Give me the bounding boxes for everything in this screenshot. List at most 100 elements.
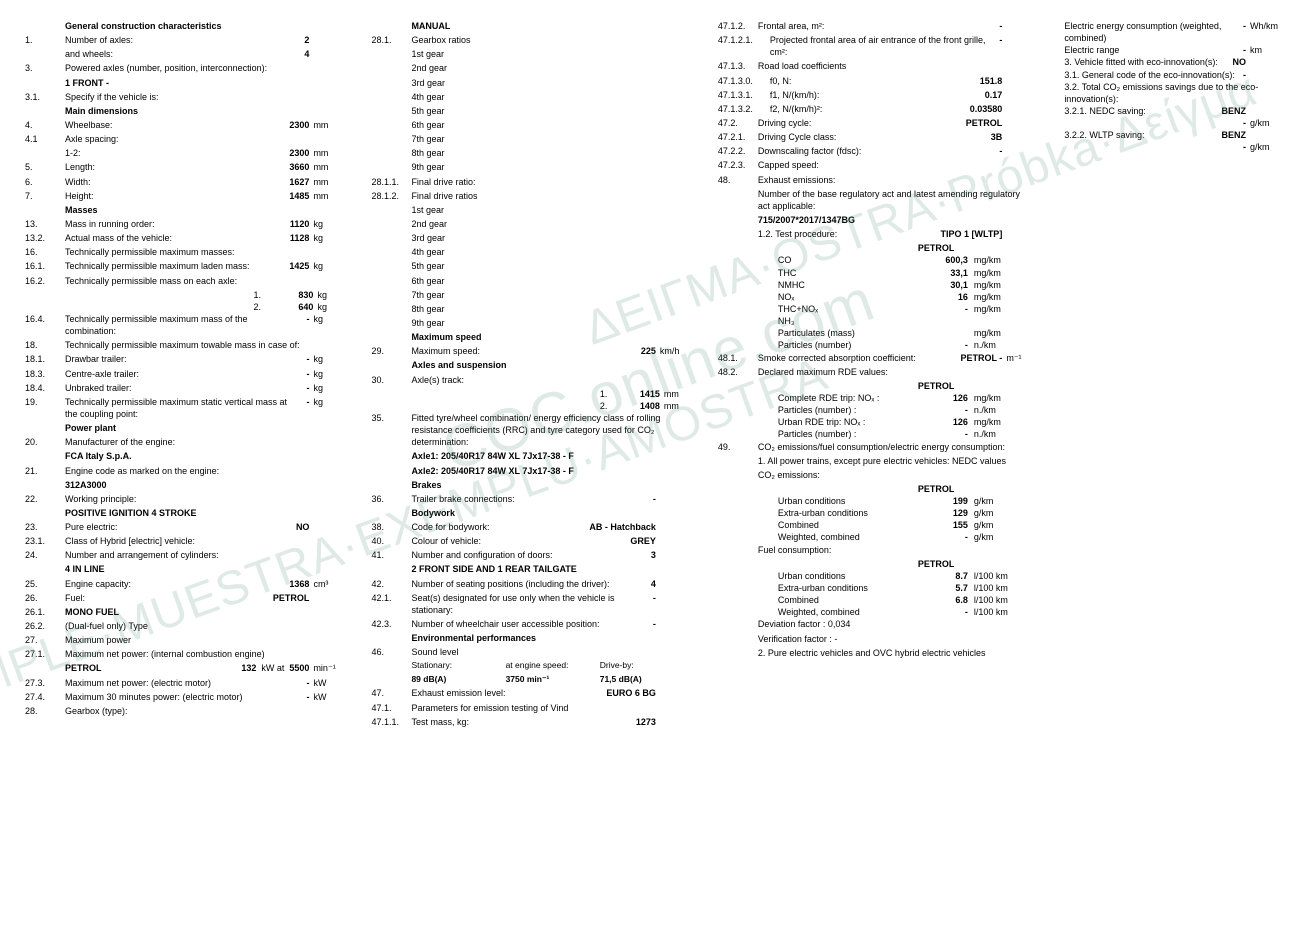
value: 715/2007*2017/1347BG — [758, 214, 1040, 226]
row-unit: mg/km — [968, 279, 1018, 291]
label: Technically permissible maximum mass of … — [65, 313, 306, 337]
value: 2300 — [289, 147, 313, 159]
row-value: 199 — [918, 495, 968, 507]
row-value: - — [918, 606, 968, 618]
label: CO₂ emissions/fuel consumption/electric … — [758, 441, 1040, 453]
label: Engine code as marked on the engine: — [65, 465, 347, 477]
row-unit: n./km — [968, 428, 1018, 440]
unit: kg — [313, 313, 347, 325]
row-label: Combined — [778, 594, 918, 606]
row-label: Urban conditions — [778, 495, 918, 507]
value: 1485 — [289, 190, 313, 202]
heading-axles: Axles and suspension — [411, 359, 693, 371]
value: 2 FRONT SIDE AND 1 REAR TAILGATE — [411, 563, 693, 575]
label: Number of seating positions (including t… — [411, 578, 650, 590]
label: Number and configuration of doors: — [411, 549, 650, 561]
value: - — [306, 313, 313, 325]
num: 42. — [371, 578, 411, 590]
label: Exhaust emissions: — [758, 174, 1040, 186]
label: Declared maximum RDE values: — [758, 366, 1040, 378]
num: 47.2.3. — [718, 159, 758, 171]
label: Trailer brake connections: — [411, 493, 652, 505]
row-value: - — [918, 531, 968, 543]
unit: g/km — [1250, 141, 1290, 153]
row-label: NH₃ — [778, 315, 918, 327]
row-value: 5.7 — [918, 582, 968, 594]
unit: mm — [313, 161, 347, 173]
label: Working principle: — [65, 493, 347, 505]
label: 3. Vehicle fitted with eco-innovation(s)… — [1064, 56, 1232, 68]
label: Colour of vehicle: — [411, 535, 630, 547]
num: 28.1. — [371, 34, 411, 46]
label: Pure electric: — [65, 521, 296, 533]
label: Technically permissible maximum laden ma… — [65, 260, 289, 272]
value: AB - Hatchback — [589, 521, 660, 533]
label: Class of Hybrid [electric] vehicle: — [65, 535, 347, 547]
num: 25. — [25, 578, 65, 590]
label: 3.2.2. WLTP saving: — [1064, 129, 1221, 141]
value: - — [999, 34, 1006, 46]
heading-body: Bodywork — [411, 507, 693, 519]
num: 27.4. — [25, 691, 65, 703]
value: 132 — [241, 663, 256, 673]
unit: km — [1250, 44, 1290, 56]
row-unit: l/100 km — [968, 570, 1018, 582]
row-unit: l/100 km — [968, 582, 1018, 594]
label: 3.1. General code of the eco-innovation(… — [1064, 69, 1243, 81]
value: 2300 — [289, 119, 313, 131]
value: - — [306, 368, 313, 380]
label: Technically permissible maximum masses: — [65, 246, 347, 258]
num: 1. — [25, 34, 65, 46]
row-label: THC — [778, 267, 918, 279]
row-unit: mg/km — [968, 327, 1018, 339]
num: 28.1.1. — [371, 176, 411, 188]
label: 1. — [600, 388, 620, 400]
row-unit: g/km — [968, 531, 1018, 543]
gear-label: 7th gear — [411, 289, 693, 301]
num: 16.2. — [25, 275, 65, 287]
num: 35. — [371, 412, 411, 424]
label: Driving Cycle class: — [758, 131, 991, 143]
value: - — [999, 145, 1006, 157]
label: Deviation factor : 0,034 — [758, 618, 1040, 630]
heading-brakes: Brakes — [411, 479, 693, 491]
num: 18.3. — [25, 368, 65, 380]
fuel-consumption-table: Urban conditions8.7l/100 kmExtra-urban c… — [778, 570, 1040, 619]
unit: mm — [313, 119, 347, 131]
label: Drive-by: — [600, 660, 694, 671]
row-unit: g/km — [968, 495, 1018, 507]
label: Unbraked trailer: — [65, 382, 306, 394]
row-value: 600,3 — [918, 254, 968, 266]
label: 1. All power trains, except pure electri… — [758, 455, 1040, 467]
petrol-header: PETROL — [918, 242, 1040, 254]
value: BENZ — [1222, 105, 1251, 117]
heading-main-dims: Main dimensions — [65, 105, 347, 117]
row-label: Complete RDE trip: NOₓ : — [778, 392, 918, 404]
row-label: CO — [778, 254, 918, 266]
label: Centre-axle trailer: — [65, 368, 306, 380]
row-value: - — [918, 404, 968, 416]
document-columns: General construction characteristics 1.N… — [25, 20, 1290, 730]
value: PETROL — [273, 592, 314, 604]
label: Driving cycle: — [758, 117, 966, 129]
unit: m⁻¹ — [1006, 352, 1040, 364]
label: Technically permissible mass on each axl… — [65, 275, 347, 287]
row-value: 16 — [918, 291, 968, 303]
label: Number of wheelchair user accessible pos… — [411, 618, 652, 630]
num: 47.2.2. — [718, 145, 758, 157]
unit: min⁻¹ — [313, 662, 347, 674]
label: Verification factor : - — [758, 633, 1040, 645]
label: Drawbar trailer: — [65, 353, 306, 365]
value: 1120 — [290, 218, 314, 230]
num: 30. — [371, 374, 411, 386]
label: 3.2.1. NEDC saving: — [1064, 105, 1221, 117]
gear-label: 4th gear — [411, 91, 693, 103]
label: Maximum speed: — [411, 345, 640, 357]
num: 42.3. — [371, 618, 411, 630]
label: Powered axles (number, position, interco… — [65, 62, 347, 74]
unit: kg — [313, 368, 347, 380]
gear-label: 3rd gear — [411, 77, 693, 89]
label: Electric range — [1064, 44, 1243, 56]
num: 16. — [25, 246, 65, 258]
row-value: - — [918, 428, 968, 440]
